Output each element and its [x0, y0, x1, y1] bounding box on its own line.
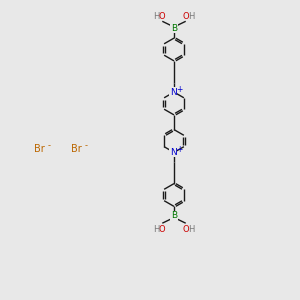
- Text: +: +: [176, 145, 183, 154]
- Text: Br: Br: [71, 143, 82, 154]
- Text: O: O: [159, 225, 165, 234]
- Text: -: -: [47, 141, 50, 150]
- Text: H: H: [153, 12, 160, 21]
- Text: H: H: [188, 225, 195, 234]
- Text: H: H: [153, 225, 160, 234]
- Text: O: O: [159, 12, 165, 21]
- Text: O: O: [183, 12, 189, 21]
- Text: B: B: [171, 24, 177, 33]
- Text: +: +: [176, 85, 183, 94]
- Text: N: N: [170, 148, 176, 157]
- Text: B: B: [171, 212, 177, 220]
- Text: Br: Br: [34, 143, 44, 154]
- Text: H: H: [188, 12, 195, 21]
- Text: O: O: [183, 225, 189, 234]
- Text: -: -: [85, 141, 88, 150]
- Text: N: N: [170, 88, 176, 97]
